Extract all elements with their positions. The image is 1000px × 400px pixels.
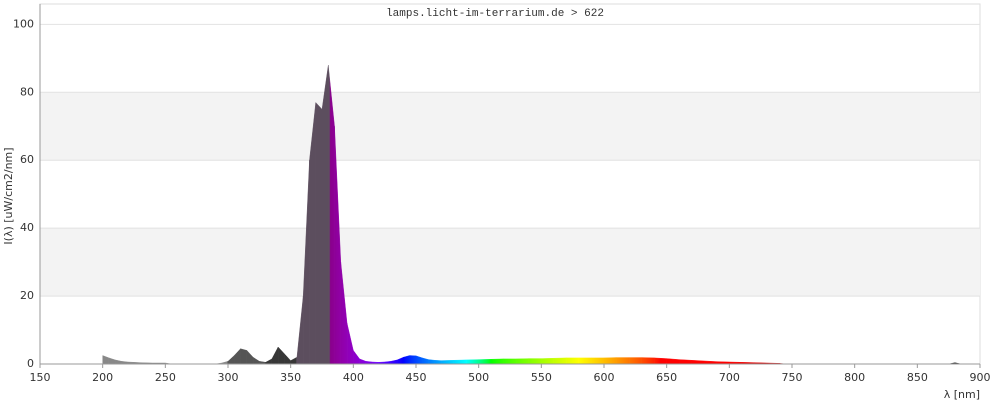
spectrum-segment (616, 357, 630, 365)
spectrum-segment (541, 358, 555, 365)
spectrum-segment (491, 358, 504, 365)
y-tick-label: 40 (20, 221, 34, 234)
y-tick-label: 80 (20, 85, 34, 98)
spectrum-segment (503, 358, 517, 365)
spectrum-segment (666, 358, 680, 365)
spectrum-segment (528, 358, 542, 365)
y-tick-label: 100 (13, 17, 34, 30)
spectrum-segment (516, 358, 529, 365)
spectrum-segment (653, 357, 667, 365)
chart-title: lamps.licht-im-terrarium.de > 622 (386, 8, 604, 20)
spectrum-segment (440, 360, 454, 365)
y-tick-label: 20 (20, 289, 34, 302)
x-tick-label: 200 (92, 371, 113, 384)
spectrum-segment (321, 65, 329, 365)
y-axis-label: I(λ) [uW/cm2/nm] (2, 147, 15, 244)
x-tick-label: 350 (280, 371, 301, 384)
x-tick-label: 700 (719, 371, 740, 384)
x-tick-label: 450 (406, 371, 427, 384)
spectrum-segment (578, 357, 592, 365)
spectrum-segment (315, 101, 323, 365)
x-tick-label: 300 (218, 371, 239, 384)
x-tick-label: 400 (343, 371, 364, 384)
x-tick-label: 250 (155, 371, 176, 384)
x-tick-label: 500 (468, 371, 489, 384)
grid-band (40, 228, 980, 297)
spectrum-segment (641, 357, 655, 365)
spectrum-segment (465, 359, 479, 365)
spectrum-segment (428, 359, 435, 365)
x-tick-label: 150 (30, 371, 51, 384)
spectrum-segment (434, 360, 442, 365)
plot-background (39, 3, 981, 365)
x-tick-label: 900 (970, 371, 991, 384)
x-tick-label: 550 (531, 371, 552, 384)
spectrum-segment (679, 359, 692, 365)
spectrum-segment (628, 357, 642, 365)
spectrum-segment (240, 348, 248, 365)
spectrum-segment (591, 357, 605, 365)
x-tick-label: 850 (907, 371, 928, 384)
x-tick-label: 800 (844, 371, 865, 384)
x-tick-label: 750 (782, 371, 803, 384)
y-tick-label: 0 (27, 357, 34, 370)
spectrum-segment (478, 359, 492, 365)
y-tick-label: 60 (20, 153, 34, 166)
x-tick-label: 650 (656, 371, 677, 384)
spectrum-segment (566, 357, 580, 365)
spectrum-segment (553, 357, 567, 365)
spectrum-segment (691, 360, 705, 365)
x-axis-label: λ [nm] (944, 388, 980, 400)
spectrum-segment (453, 359, 467, 365)
grid-band (40, 92, 980, 161)
spectrum-segment (409, 355, 417, 365)
spectrum-segment (603, 357, 617, 365)
x-tick-label: 600 (594, 371, 615, 384)
spectrum-segment (403, 355, 410, 365)
